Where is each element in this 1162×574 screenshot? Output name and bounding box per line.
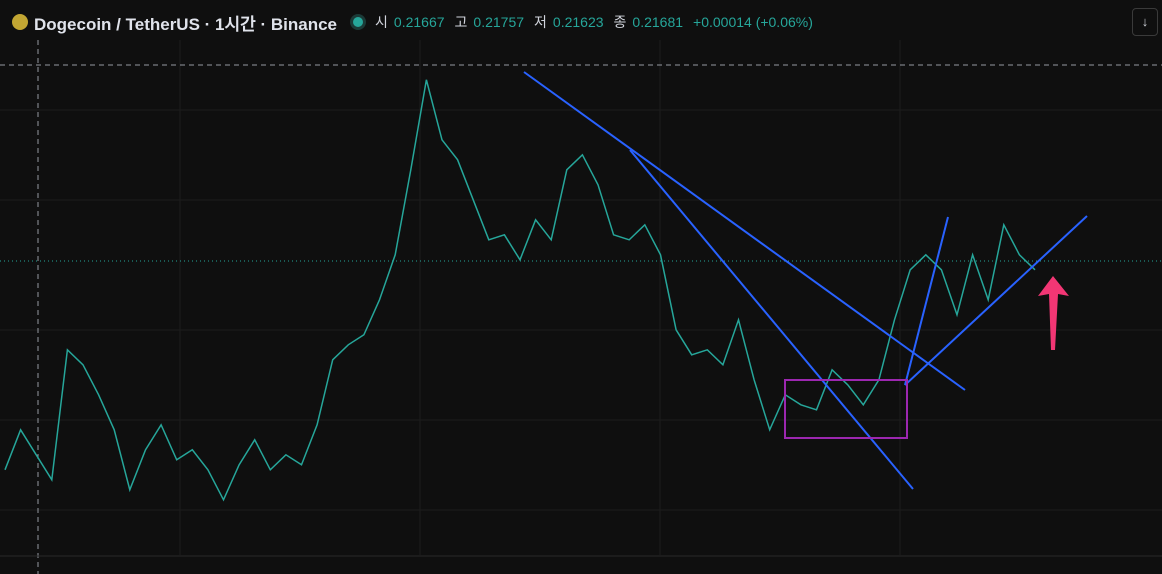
low: 0.21623	[552, 14, 604, 30]
symbol: Dogecoin / TetherUS · 1시간 · Binance	[34, 14, 338, 34]
open-label: 시	[375, 14, 388, 30]
high: 0.21757	[473, 14, 525, 30]
scroll-button[interactable]: ↓	[1132, 8, 1158, 36]
high-label: 고	[454, 14, 468, 30]
price-series	[4, 79, 1036, 502]
drawings	[523, 71, 1088, 490]
close: 0.21681	[632, 14, 684, 30]
status-dot	[353, 17, 364, 27]
low-label: 저	[534, 14, 547, 30]
grid	[0, 40, 1162, 555]
open: 0.21667	[393, 14, 445, 30]
close-label: 종	[613, 14, 627, 30]
arrow	[1038, 276, 1069, 350]
change: +0.00014 (+0.06%)	[693, 14, 813, 30]
price-line-series	[4, 79, 1036, 502]
coin-icon	[12, 14, 28, 30]
header: Dogecoin / TetherUS · 1시간 · Binance 시 0.2…	[12, 10, 817, 34]
